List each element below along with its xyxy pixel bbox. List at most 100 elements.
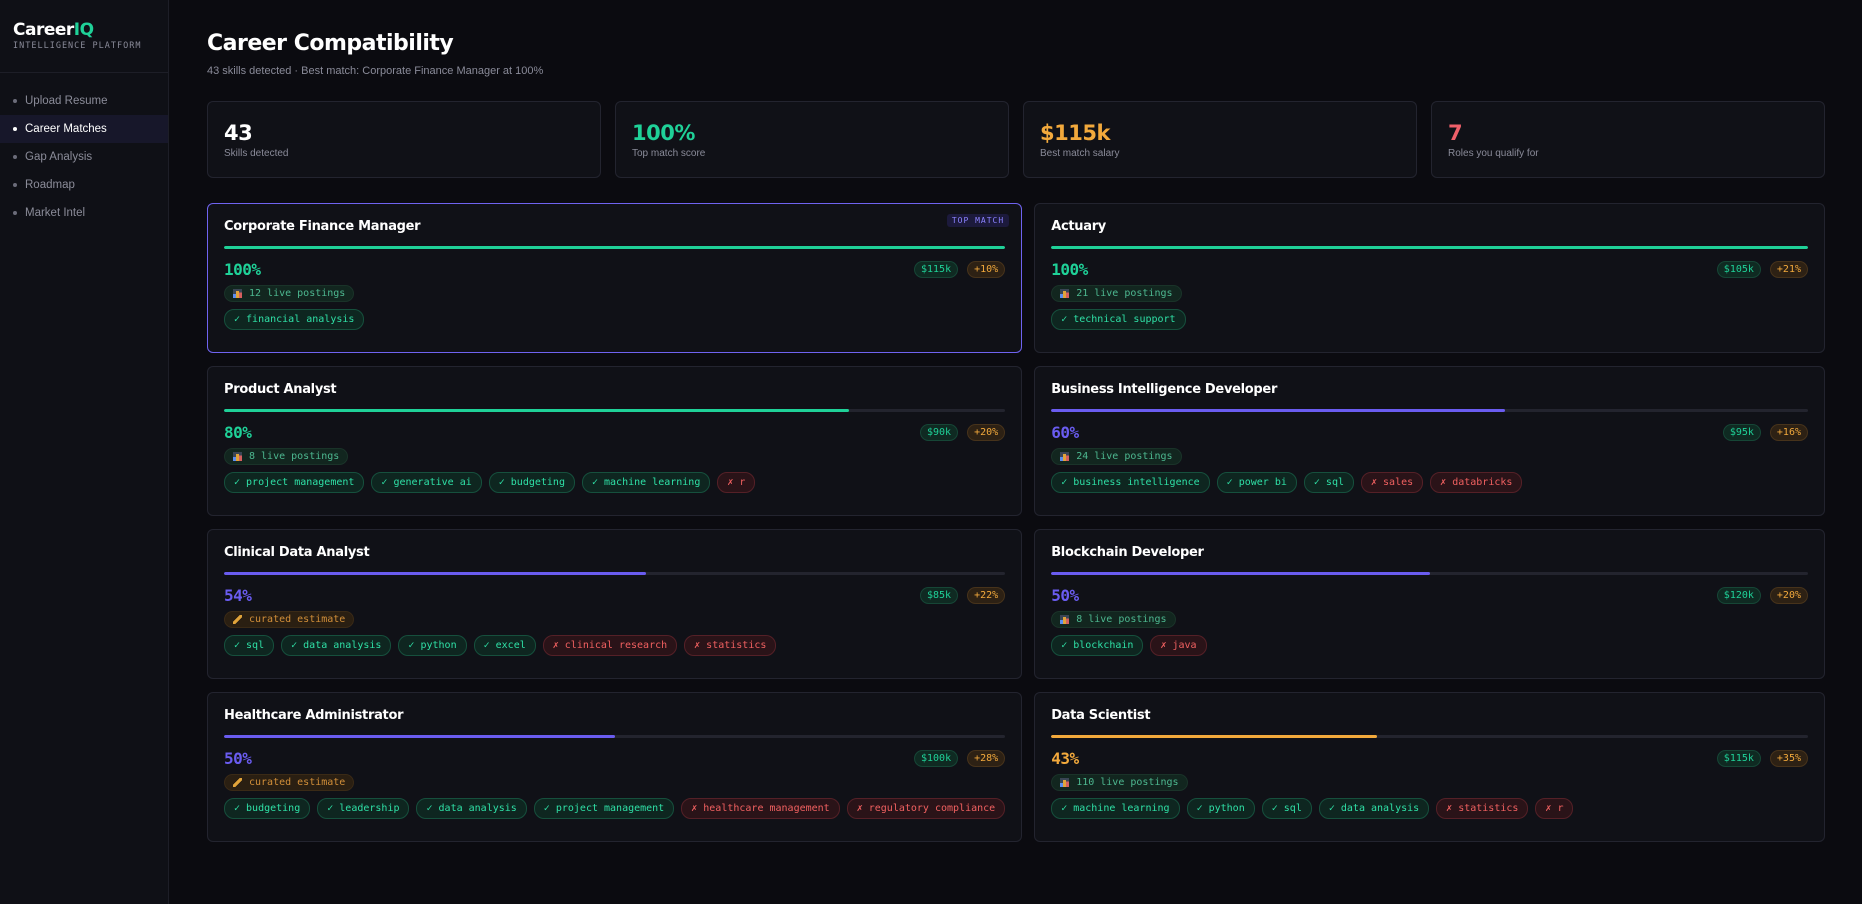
- growth-badge: +35%: [1769, 749, 1808, 767]
- bullet-icon: [13, 183, 17, 187]
- score-row: 54% $85k +22%: [224, 585, 1006, 605]
- stat-label: Skills detected: [224, 148, 289, 159]
- career-card[interactable]: Product Analyst 80% $90k +20% 8 live posting…: [207, 366, 1023, 516]
- salary-badge: $105k: [1716, 260, 1761, 278]
- chart-icon: [1060, 615, 1070, 624]
- salary-badge: $90k: [920, 423, 959, 441]
- pencil-icon: [233, 615, 242, 624]
- career-title: Actuary: [1051, 219, 1106, 234]
- source-badge: curated estimate: [224, 611, 355, 628]
- brand: CareerIQ INTELLIGENCE PLATFORM: [0, 0, 168, 73]
- skill-chip-missing: ✗ r: [1535, 798, 1574, 819]
- career-title: Data Scientist: [1051, 708, 1151, 723]
- match-score: 43%: [1051, 748, 1079, 768]
- career-card[interactable]: Business Intelligence Developer 60% $95k +1…: [1034, 366, 1825, 516]
- bullet-icon: [13, 127, 17, 131]
- salary-badge: $115k: [913, 260, 959, 278]
- match-score: 80%: [224, 422, 252, 442]
- source-label: curated estimate: [249, 777, 346, 788]
- source-label: 21 live postings: [1076, 288, 1173, 299]
- sidebar-item-label: Gap Analysis: [25, 151, 93, 163]
- chart-icon: [233, 289, 242, 298]
- sidebar-item-upload-resume[interactable]: Upload Resume: [0, 87, 168, 115]
- match-progress-fill: [224, 735, 615, 738]
- skill-chip-matched: ✓ data analysis: [281, 635, 392, 656]
- sidebar-item-label: Market Intel: [25, 207, 86, 219]
- growth-badge: +20%: [1769, 586, 1808, 604]
- sidebar-item-label: Career Matches: [25, 123, 107, 135]
- skill-chip-matched: ✓ budgeting: [224, 798, 311, 819]
- skill-chips: ✓ project management ✓ generative ai ✓ bud…: [224, 472, 1005, 493]
- sidebar-item-roadmap[interactable]: Roadmap: [0, 171, 168, 199]
- career-title: Corporate Finance Manager: [224, 219, 421, 234]
- logo-accent-text: IQ: [73, 20, 94, 40]
- match-progress-fill: [1051, 735, 1377, 738]
- score-row: 60% $95k +16%: [1051, 422, 1808, 442]
- stat-value: 43: [224, 121, 253, 145]
- skill-chips: ✓ financial analysis: [224, 309, 1005, 330]
- salary-badge: $95k: [1722, 423, 1761, 441]
- sidebar-item-gap-analysis[interactable]: Gap Analysis: [0, 143, 168, 171]
- stat-card: 7 Roles you qualify for: [1431, 101, 1825, 178]
- career-card[interactable]: Data Scientist 43% $115k +35% 110 live posti…: [1034, 692, 1825, 842]
- sidebar-item-market-intel[interactable]: Market Intel: [0, 199, 168, 227]
- skill-chip-matched: ✓ budgeting: [488, 472, 575, 493]
- career-title: Product Analyst: [224, 382, 337, 397]
- source-label: 8 live postings: [1076, 614, 1167, 625]
- career-card[interactable]: Actuary 100% $105k +21% 21 live postings ✓ te…: [1034, 203, 1825, 353]
- stat-value: 100%: [632, 121, 695, 145]
- skill-chips: ✓ technical support: [1051, 309, 1808, 330]
- career-card[interactable]: Healthcare Administrator 50% $100k +28% cura…: [207, 692, 1023, 842]
- sidebar-item-career-matches[interactable]: Career Matches: [0, 115, 168, 143]
- skill-chip-matched: ✓ project management: [533, 798, 675, 819]
- skill-chip-missing: ✗ healthcare management: [681, 798, 840, 819]
- match-progress-fill: [1051, 409, 1506, 412]
- career-card[interactable]: Clinical Data Analyst 54% $85k +22% curated …: [207, 529, 1023, 679]
- skill-chips: ✓ sql ✓ data analysis ✓ python ✓ excel ✗ cli…: [224, 635, 1005, 656]
- skill-chip-matched: ✓ business intelligence: [1051, 472, 1210, 493]
- skill-chip-matched: ✓ leadership: [317, 798, 410, 819]
- source-badge: 110 live postings: [1051, 774, 1188, 791]
- score-row: 50% $120k +20%: [1051, 585, 1808, 605]
- sidebar-item-label: Roadmap: [25, 179, 75, 191]
- career-title: Business Intelligence Developer: [1051, 382, 1278, 397]
- source-label: 24 live postings: [1076, 451, 1173, 462]
- growth-badge: +21%: [1769, 260, 1808, 278]
- skill-chip-missing: ✗ clinical research: [542, 635, 678, 656]
- match-score: 50%: [1051, 585, 1079, 605]
- match-progress-bar: [224, 246, 1006, 249]
- match-progress-bar: [1051, 409, 1808, 412]
- skill-chip-missing: ✗ statistics: [684, 635, 777, 656]
- salary-badge: $100k: [913, 749, 959, 767]
- skill-chip-matched: ✓ sql: [224, 635, 275, 656]
- skill-chip-matched: ✓ machine learning: [581, 472, 711, 493]
- source-badge: 24 live postings: [1051, 448, 1182, 465]
- skill-chip-matched: ✓ blockchain: [1051, 635, 1144, 656]
- skill-chip-missing: ✗ r: [717, 472, 756, 493]
- skill-chips: ✓ blockchain ✗ java: [1051, 635, 1808, 656]
- career-title: Healthcare Administrator: [224, 708, 404, 723]
- match-progress-bar: [1051, 572, 1808, 575]
- source-badge: 12 live postings: [224, 285, 355, 302]
- match-score: 60%: [1051, 422, 1079, 442]
- bullet-icon: [13, 99, 17, 103]
- match-progress-fill: [224, 246, 1006, 249]
- score-row: 80% $90k +20%: [224, 422, 1006, 442]
- sidebar: CareerIQ INTELLIGENCE PLATFORM Upload Re…: [0, 0, 169, 904]
- skill-chip-matched: ✓ sql: [1303, 472, 1354, 493]
- stat-label: Best match salary: [1040, 148, 1120, 159]
- growth-badge: +20%: [967, 423, 1006, 441]
- pencil-icon: [233, 778, 242, 787]
- career-card[interactable]: TOP MATCH Corporate Finance Manager 100% $1…: [207, 203, 1023, 353]
- match-progress-bar: [224, 735, 1006, 738]
- logo[interactable]: CareerIQ: [13, 21, 168, 39]
- page-title: Career Compatibility: [207, 31, 454, 56]
- growth-badge: +16%: [1769, 423, 1808, 441]
- source-badge: 21 live postings: [1051, 285, 1182, 302]
- sidebar-item-label: Upload Resume: [25, 95, 108, 107]
- salary-badge: $115k: [1716, 749, 1761, 767]
- chart-icon: [1060, 452, 1070, 461]
- career-card[interactable]: Blockchain Developer 50% $120k +20% 8 live p…: [1034, 529, 1825, 679]
- source-label: 110 live postings: [1076, 777, 1179, 788]
- source-label: 8 live postings: [249, 451, 340, 462]
